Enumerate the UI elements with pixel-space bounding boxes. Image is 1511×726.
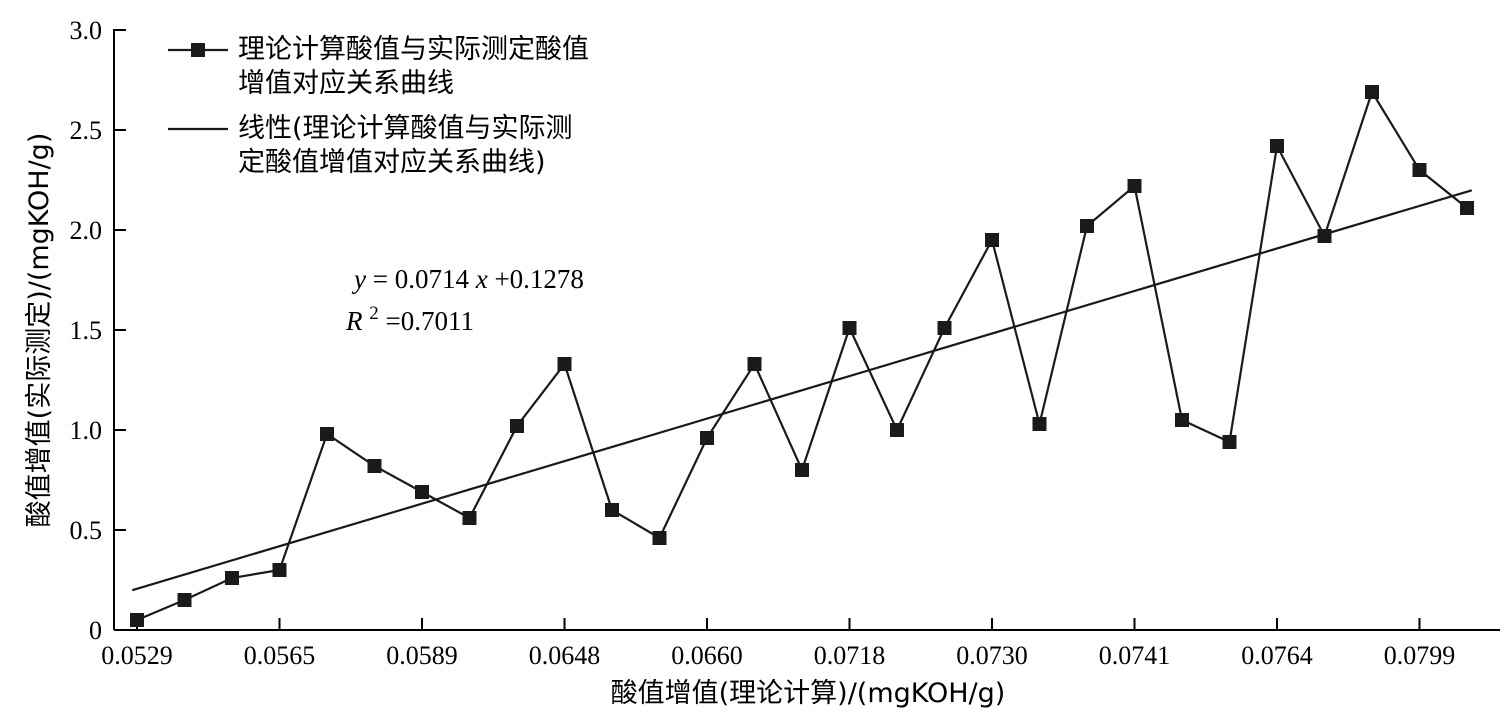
r-superscript: 2	[369, 303, 379, 324]
x-axis-title: 酸值增值(理论计算)/(mgKOH/g)	[611, 678, 1006, 709]
x-tick-label: 0.0764	[1241, 641, 1313, 670]
data-point	[1032, 417, 1047, 431]
equation-y: y	[351, 264, 366, 294]
y-tick-label: 0.5	[70, 516, 103, 545]
equation-annotation: y = 0.0714 x +0.1278 R 2 =0.7011	[345, 264, 584, 336]
x-tick-label: 0.0660	[671, 641, 743, 670]
data-point	[367, 459, 382, 473]
y-ticks: 0 0.5 1.0 1.5 2.0 2.5 3.0	[70, 16, 126, 645]
x-tick-label: 0.0718	[814, 641, 886, 670]
data-point	[1270, 139, 1284, 153]
equation-text: y = 0.0714 x +0.1278	[351, 264, 584, 294]
y-tick-label: 1.5	[70, 316, 103, 345]
legend-trend-label-line2: 定酸值增值对应关系曲线)	[238, 147, 546, 178]
y-tick-label: 1.0	[70, 416, 103, 445]
x-tick-label: 0.0741	[1099, 641, 1171, 670]
x-tick-label: 0.0730	[956, 641, 1028, 670]
legend-trend-label-line1: 线性(理论计算酸值与实际测	[238, 113, 573, 144]
data-point	[985, 233, 999, 247]
data-point	[130, 613, 144, 627]
data-point	[272, 563, 287, 577]
equation-intercept: +0.1278	[494, 264, 583, 294]
legend-series-marker	[191, 43, 205, 57]
equation-slope: = 0.0714	[373, 264, 470, 294]
data-point	[747, 357, 762, 371]
data-point	[605, 503, 619, 517]
data-point	[1460, 201, 1474, 215]
data-point	[320, 427, 334, 441]
data-point	[1080, 219, 1094, 233]
data-point	[1365, 85, 1379, 99]
legend: 理论计算酸值与实际测定酸值 增值对应关系曲线 线性(理论计算酸值与实际测 定酸值…	[168, 34, 589, 178]
trendline	[131, 189, 1473, 592]
data-point	[890, 423, 904, 437]
y-tick-label: 2.5	[70, 116, 103, 145]
r-letter: R	[345, 306, 363, 336]
trendline-group	[131, 189, 1473, 592]
data-point	[462, 511, 477, 525]
data-point	[557, 357, 572, 371]
x-tick-label: 0.0589	[386, 641, 458, 670]
data-point	[937, 321, 952, 335]
data-point	[415, 485, 429, 499]
x-tick-label: 0.0529	[101, 641, 173, 670]
data-point	[225, 571, 239, 585]
x-tick-label: 0.0565	[244, 641, 316, 670]
r-squared-text: R 2 =0.7011	[345, 295, 474, 336]
data-point	[510, 419, 524, 433]
x-tick-label: 0.0799	[1384, 641, 1456, 670]
y-tick-label: 0	[89, 616, 102, 645]
legend-series-label-line2: 增值对应关系曲线	[238, 68, 454, 99]
x-ticks: 0.0529 0.0565 0.0589 0.0648 0.0660 0.0718 0.07…	[101, 618, 1455, 670]
data-point	[842, 321, 857, 335]
data-point	[700, 431, 714, 445]
data-point	[1127, 179, 1142, 193]
series-group	[130, 85, 1474, 627]
y-tick-label: 2.0	[70, 216, 103, 245]
x-tick-label: 0.0648	[529, 641, 601, 670]
data-point	[795, 463, 809, 477]
r-value: =0.7011	[386, 306, 474, 336]
data-point	[652, 531, 667, 545]
equation-x: x	[475, 264, 488, 294]
data-point	[1222, 435, 1237, 449]
y-tick-label: 3.0	[70, 16, 103, 45]
data-point	[1175, 413, 1189, 427]
y-axis-title: 酸值增值(实际测定)/(mgKOH/g)	[24, 133, 55, 528]
legend-series-label-line1: 理论计算酸值与实际测定酸值	[238, 34, 589, 65]
data-point	[1412, 163, 1427, 177]
data-point	[1317, 229, 1332, 243]
data-point	[177, 593, 192, 607]
